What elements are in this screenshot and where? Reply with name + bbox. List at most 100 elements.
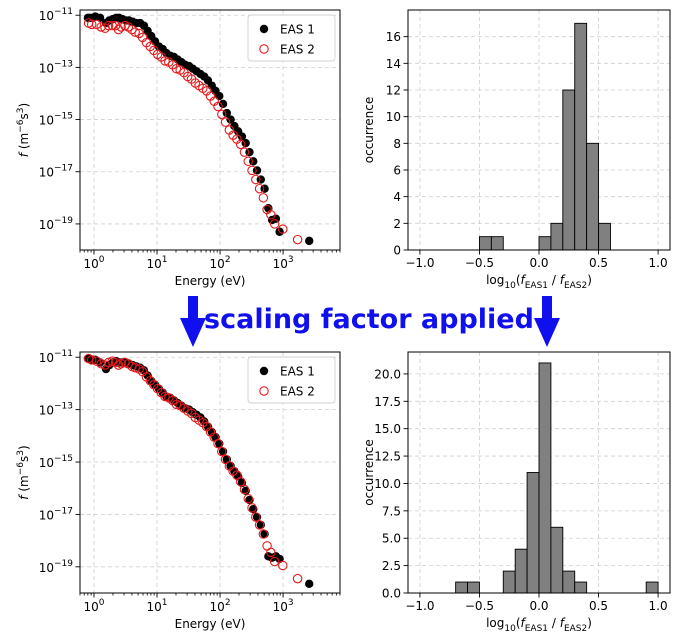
histogram-bar xyxy=(467,581,480,594)
y-tick-exponent: −15 xyxy=(54,454,73,464)
data-point-eas-2 xyxy=(127,24,137,35)
data-point-eas-2 xyxy=(96,22,106,32)
x-tick-label: 1.0 xyxy=(649,256,668,270)
y-tick-base: 10 xyxy=(39,561,54,575)
data-point-eas-1 xyxy=(245,495,254,505)
x-label-subscript: 10 xyxy=(504,624,516,632)
y-tick-label: 7.5 xyxy=(382,504,401,518)
x-tick-label: 102 xyxy=(210,255,231,271)
x-tick-label: 1.0 xyxy=(649,599,668,613)
y-tick-label: 2.5 xyxy=(382,559,401,573)
y-label-units: (m xyxy=(17,133,31,153)
x-tick-exponent: 3 xyxy=(288,598,294,608)
histogram-bar xyxy=(490,236,504,251)
axes-frame xyxy=(79,9,341,251)
legend-box xyxy=(247,14,336,62)
banner-text: scaling factor applied xyxy=(204,304,534,335)
x-label-paren: ) xyxy=(587,616,592,630)
y-tick-label: 4 xyxy=(393,190,401,204)
y-tick-label: 10−17 xyxy=(39,506,73,522)
y-tick-label: 0.0 xyxy=(382,587,401,601)
data-point-eas-1 xyxy=(241,486,250,496)
x-tick-base: 10 xyxy=(147,600,162,614)
y-tick-label: 10−13 xyxy=(39,402,73,418)
x-tick-base: 10 xyxy=(147,257,162,271)
x-tick-label: 0.5 xyxy=(589,599,608,613)
axes-frame xyxy=(407,9,671,251)
y-label-s: s xyxy=(17,113,31,119)
x-axis-label: Energy (eV) xyxy=(175,274,246,288)
x-tick-exponent: 1 xyxy=(162,598,168,608)
x-label-subscript: EAS2 xyxy=(564,624,587,632)
x-tick-exponent: 1 xyxy=(162,255,168,265)
y-axis-label: occurrence xyxy=(362,97,376,164)
y-label-units: (m xyxy=(17,475,31,495)
data-point-eas-2 xyxy=(213,101,223,112)
data-point-eas-1 xyxy=(252,166,262,175)
x-tick-label: 103 xyxy=(273,598,294,614)
histogram-after-panel: −1.0 −0.5 0.0 0.5 1.0 0.0 2.5 5.0 7.5 10.0 12.5 15.… xyxy=(362,351,671,632)
data-point-eas-1 xyxy=(275,554,284,564)
histogram-bar xyxy=(645,581,659,594)
histogram-bar xyxy=(598,222,611,251)
x-tick-label: 102 xyxy=(210,598,231,614)
y-tick-base: 10 xyxy=(39,166,54,180)
histogram-bar xyxy=(562,89,576,251)
y-tick-label: 17.5 xyxy=(374,395,401,409)
y-label-exponent: 3 xyxy=(16,450,26,456)
y-tick-label: 10−19 xyxy=(39,216,74,232)
histogram-bar xyxy=(479,236,492,251)
data-point-eas-2 xyxy=(110,357,121,368)
spectrum-before-panel: 100 101 102 10310−1110−1310−1510−1710−19EAS… xyxy=(16,7,341,288)
y-tick-exponent: −13 xyxy=(54,59,73,69)
data-point-eas-1 xyxy=(218,99,228,109)
data-point-eas-1 xyxy=(305,579,314,589)
x-label-paren: ) xyxy=(587,273,592,287)
y-label-exponent: −6 xyxy=(16,462,26,476)
data-point-eas-2 xyxy=(254,520,265,530)
data-point-eas-2 xyxy=(91,356,102,366)
y-tick-label: 10.0 xyxy=(374,477,401,491)
data-point-eas-2 xyxy=(239,484,250,495)
legend-marker xyxy=(259,386,269,396)
histogram-bar xyxy=(562,570,576,594)
y-tick-label: 0 xyxy=(393,244,401,258)
data-point-eas-2 xyxy=(86,355,97,365)
data-point-eas-2 xyxy=(278,560,288,571)
x-tick-base: 10 xyxy=(83,257,98,271)
histogram-bar xyxy=(538,236,552,251)
data-point-eas-2 xyxy=(96,359,106,369)
y-label-exponent: 3 xyxy=(16,107,26,113)
x-tick-label: 100 xyxy=(83,598,104,614)
y-tick-label: 10−13 xyxy=(39,59,73,75)
histogram-bar xyxy=(550,526,564,594)
x-label-separator: / xyxy=(548,616,560,630)
data-point-eas-1 xyxy=(245,147,254,157)
y-tick-base: 10 xyxy=(39,351,54,365)
x-tick-exponent: 2 xyxy=(225,598,231,608)
data-point-eas-2 xyxy=(160,56,170,66)
y-tick-exponent: −13 xyxy=(54,402,73,412)
x-tick-base: 10 xyxy=(210,257,225,271)
x-tick-exponent: 2 xyxy=(225,255,231,265)
histogram-bar xyxy=(550,222,564,251)
data-point-eas-1 xyxy=(305,236,314,246)
x-tick-label: 101 xyxy=(147,255,168,271)
y-label-f: f xyxy=(17,151,31,157)
legend-marker xyxy=(259,44,269,54)
data-point-eas-2 xyxy=(217,109,227,120)
y-tick-label: 10−15 xyxy=(39,454,73,470)
y-tick-base: 10 xyxy=(39,114,54,128)
scaling-banner: scaling factor applied xyxy=(180,296,560,347)
data-point-eas-2 xyxy=(247,503,257,513)
y-tick-base: 10 xyxy=(39,218,54,232)
x-label-subscript: EAS1 xyxy=(525,624,548,632)
data-point-eas-2 xyxy=(254,183,265,194)
x-label-log: log xyxy=(486,616,504,630)
y-tick-base: 10 xyxy=(39,456,54,470)
y-tick-label: 8 xyxy=(393,137,401,151)
y-tick-label: 10−15 xyxy=(39,112,73,128)
x-tick-label: −1.0 xyxy=(405,599,434,613)
x-tick-label: 103 xyxy=(273,255,294,271)
y-tick-label: 16 xyxy=(386,30,401,44)
